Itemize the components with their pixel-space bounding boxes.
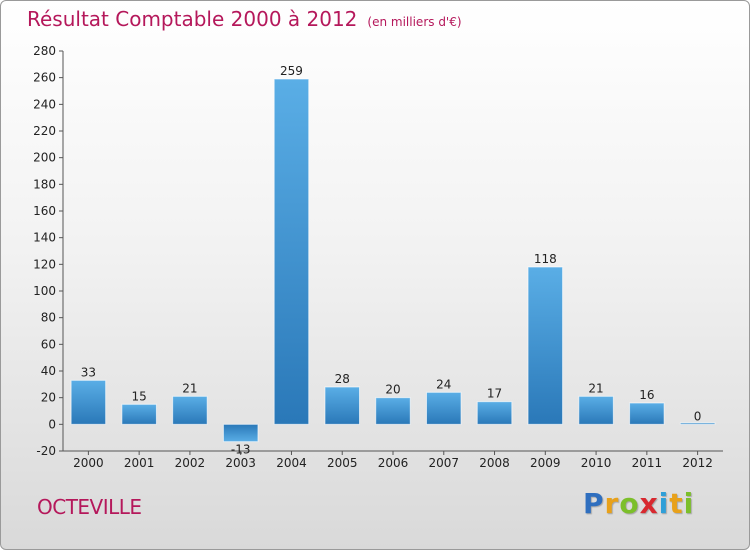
y-tick-label: 200 (33, 151, 56, 165)
logo-letter: r (604, 487, 620, 520)
data-label-2008: 17 (487, 387, 502, 401)
logo-letter: i (658, 487, 670, 520)
y-tick-label: 280 (33, 44, 56, 58)
x-tick-label: 2008 (479, 456, 510, 470)
y-tick-label: 40 (41, 364, 56, 378)
bar-2004 (273, 78, 310, 425)
bar-2011 (629, 402, 665, 425)
y-tick-label: 140 (33, 231, 56, 245)
y-tick-label: 60 (41, 337, 56, 351)
data-label-2005: 28 (335, 372, 350, 386)
logo-letter: x (639, 487, 659, 520)
x-tick-label: 2001 (124, 456, 155, 470)
town-name: OCTEVILLE (37, 495, 142, 519)
y-axis: -20 0 20 40 60 80 100 120 140 160 180 200 220 240 260 2… (33, 44, 64, 458)
y-tick-label: 160 (33, 204, 56, 218)
data-label-2006: 20 (385, 383, 400, 397)
bar-2007 (426, 391, 462, 425)
data-label-2010: 21 (588, 381, 603, 395)
x-tick-label: 2003 (225, 456, 256, 470)
x-tick-label: 2012 (682, 456, 713, 470)
data-label-2003: -13 (231, 443, 251, 457)
bar-2005 (324, 386, 360, 425)
data-labels: 33 15 21 -13 259 28 20 24 17 118 21 16 0 (81, 64, 702, 457)
y-tick-label: 80 (41, 311, 56, 325)
chart-unit: (en milliers d'€) (367, 15, 462, 29)
bar-2003 (222, 423, 259, 443)
x-tick-label: 2010 (581, 456, 612, 470)
bar-2012 (679, 422, 716, 425)
logo-letter: o (619, 487, 640, 520)
bars (70, 78, 716, 443)
data-label-2012: 0 (694, 409, 702, 423)
x-tick-label: 2000 (73, 456, 104, 470)
x-axis: 2000 2001 2002 2003 2004 2005 2006 2007 2008 2009… (63, 450, 723, 470)
bar-2002 (172, 395, 208, 425)
bar-2008 (476, 401, 513, 425)
data-label-2002: 21 (182, 381, 197, 395)
y-tick-label: 260 (33, 71, 56, 85)
bar-2000 (70, 379, 107, 425)
y-tick-label: 100 (33, 284, 56, 298)
bar-2001 (121, 403, 157, 425)
chart-title: Résultat Comptable 2000 à 2012 (en millie… (27, 7, 462, 31)
y-tick-label: 120 (33, 257, 56, 271)
y-tick-label: 240 (33, 97, 56, 111)
bar-2009 (527, 266, 564, 425)
x-tick-label: 2009 (530, 456, 561, 470)
x-tick-label: 2006 (378, 456, 409, 470)
chart-title-text: Résultat Comptable 2000 à 2012 (27, 7, 358, 31)
data-label-2007: 24 (436, 377, 451, 391)
y-tick-label: 20 (41, 391, 56, 405)
proxiti-logo: Proxiti (583, 487, 694, 520)
data-label-2009: 118 (534, 252, 557, 266)
x-tick-label: 2007 (428, 456, 459, 470)
y-tick-label: 220 (33, 124, 56, 138)
x-tick-label: 2002 (175, 456, 206, 470)
x-tick-label: 2004 (276, 456, 307, 470)
data-label-2011: 16 (639, 388, 654, 402)
x-tick-label: 2011 (632, 456, 663, 470)
y-tick-label: -20 (36, 444, 56, 458)
bar-2006 (375, 397, 411, 425)
data-label-2001: 15 (132, 389, 147, 403)
data-label-2000: 33 (81, 365, 96, 379)
data-label-2004: 259 (280, 64, 303, 78)
y-tick-label: 180 (33, 177, 56, 191)
logo-letter: P (583, 487, 605, 520)
bar-2010 (578, 395, 614, 425)
logo-letter: t (669, 487, 684, 520)
x-tick-label: 2005 (327, 456, 358, 470)
logo-letter: i (683, 487, 695, 520)
y-tick-label: 0 (48, 417, 56, 431)
